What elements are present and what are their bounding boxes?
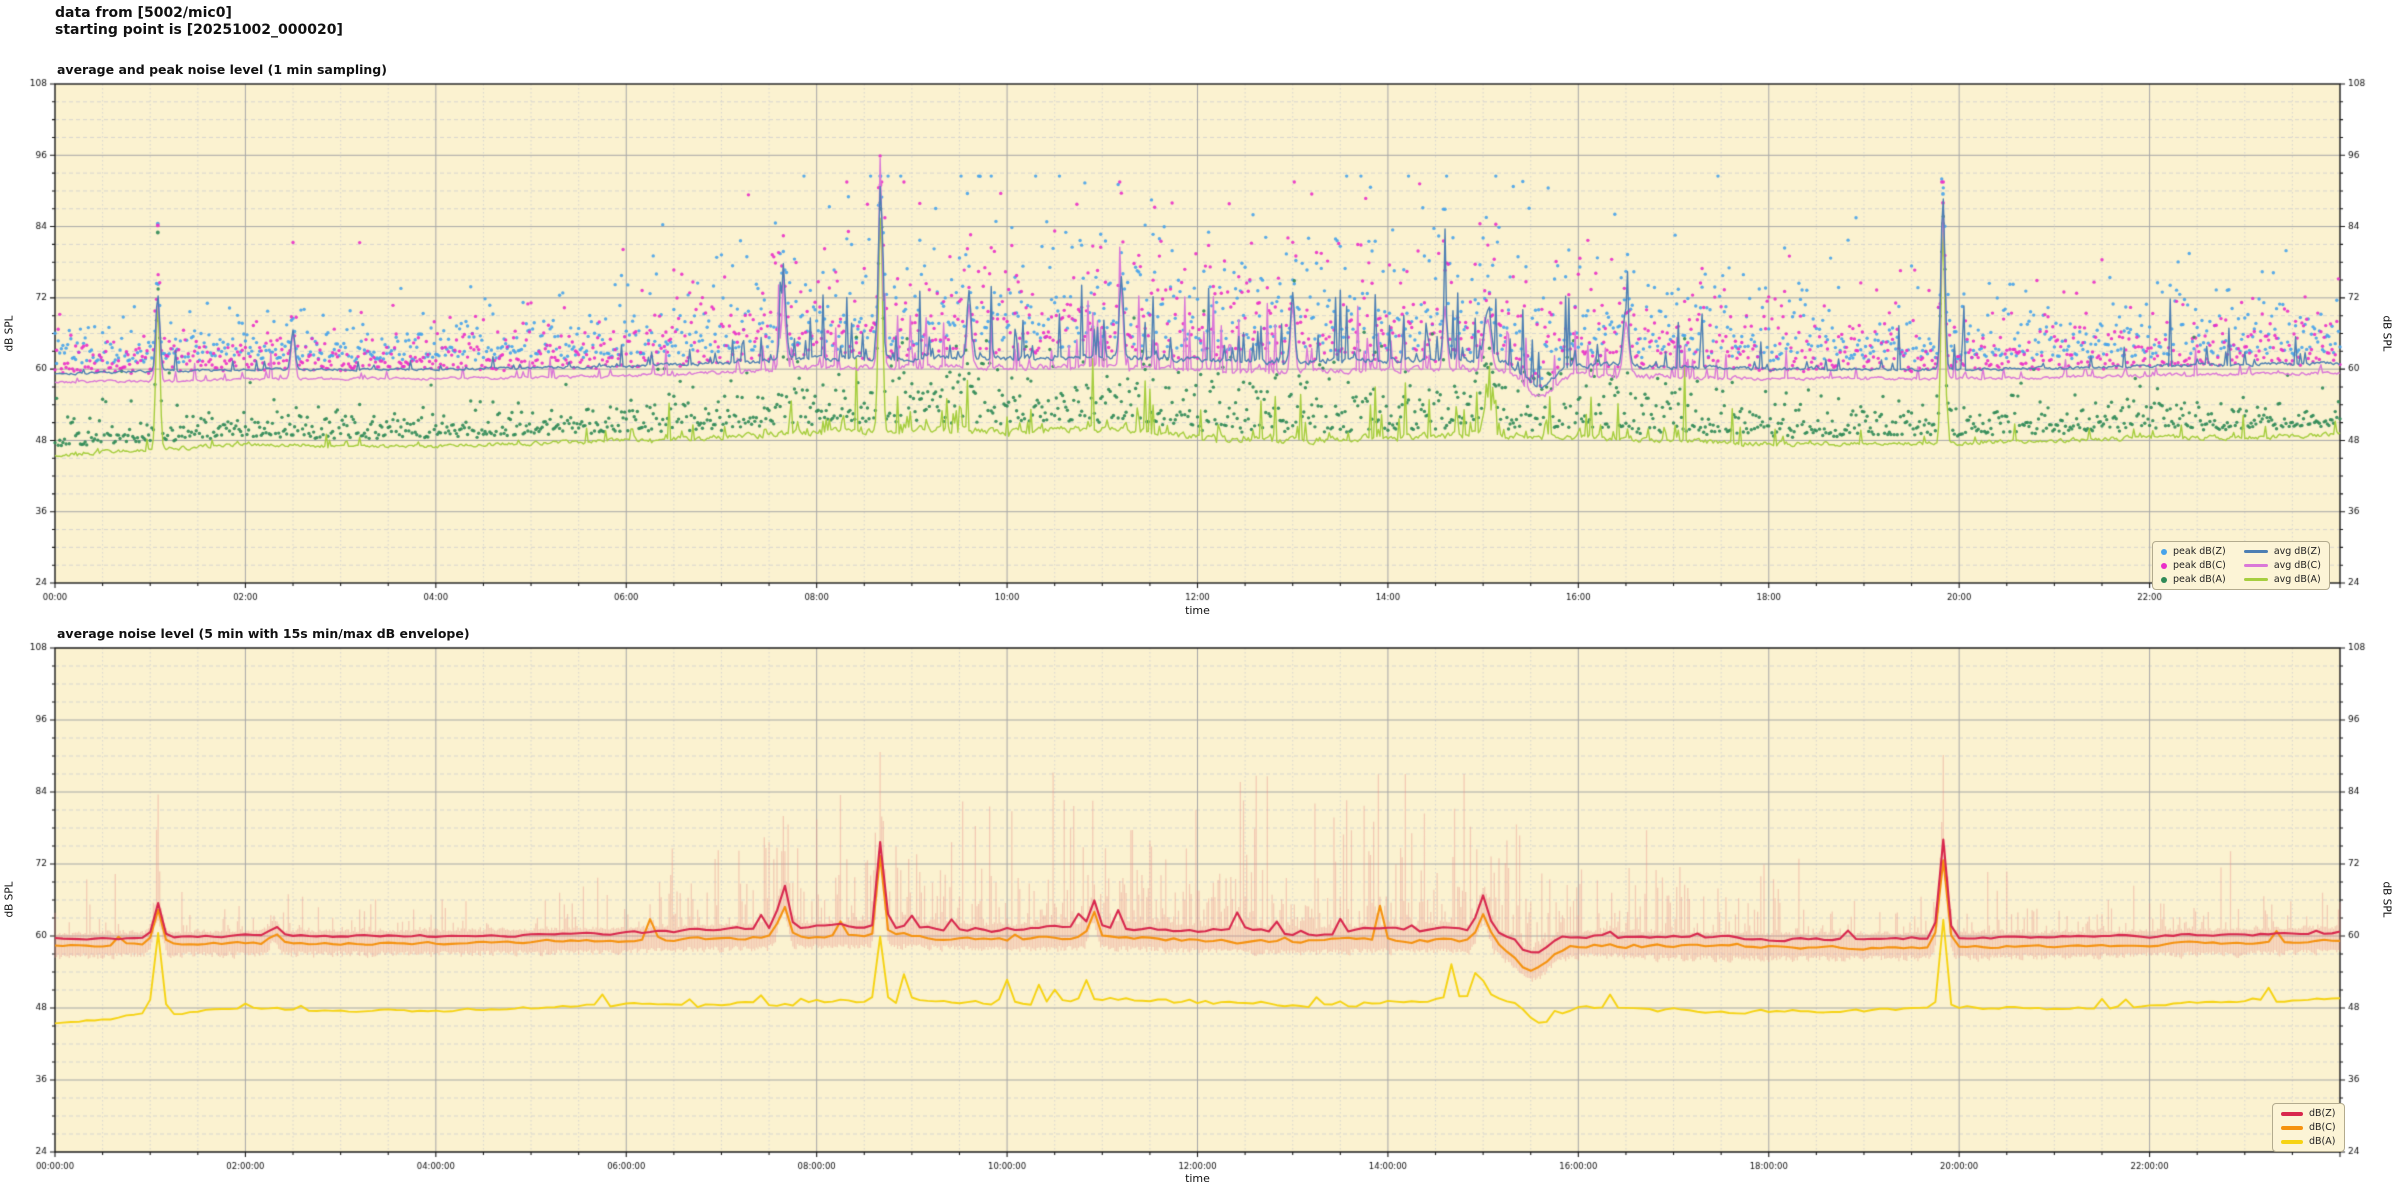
chart1-yaxis-label-right: dB SPL	[2380, 315, 2393, 352]
peak-dbz-marker-icon	[2161, 548, 2167, 555]
chart2-yaxis-label-left: dB SPL	[3, 881, 16, 918]
avg-dbz-line-icon	[2243, 549, 2268, 554]
legend-label: peak dB(C)	[2173, 560, 2226, 571]
legend-item-avg-dbc: avg dB(C)	[2243, 559, 2321, 572]
legend-label: dB(A)	[2309, 1136, 2336, 1147]
legend-item-avg-dba: avg dB(A)	[2243, 573, 2321, 586]
avg-dba-line-icon	[2243, 577, 2268, 582]
legend-item-peak-dba: peak dB(A)	[2161, 573, 2226, 586]
legend-item-dbz: dB(Z)	[2281, 1107, 2336, 1120]
chart1-xaxis-label: time	[1185, 604, 1210, 617]
legend-item-dbc: dB(C)	[2281, 1121, 2336, 1134]
header-start-point: starting point is [20251002_000020]	[55, 22, 343, 38]
peak-dbc-marker-icon	[2161, 562, 2167, 569]
chart2-yaxis-label-right: dB SPL	[2380, 881, 2393, 918]
chart2-xaxis-label: time	[1185, 1172, 1210, 1185]
chart1-title: average and peak noise level (1 min samp…	[57, 62, 387, 77]
chart1-yaxis-label-left: dB SPL	[3, 315, 16, 352]
legend-item-avg-dbz: avg dB(Z)	[2243, 545, 2321, 558]
legend-label: peak dB(A)	[2173, 574, 2226, 585]
legend-item-peak-dbc: peak dB(C)	[2161, 559, 2226, 572]
legend-label: avg dB(C)	[2273, 560, 2321, 571]
dbz-line-icon	[2281, 1111, 2303, 1116]
peak-dba-marker-icon	[2161, 576, 2167, 583]
legend-label: avg dB(Z)	[2273, 546, 2321, 557]
legend-label: dB(C)	[2309, 1122, 2336, 1133]
chart2-legend: dB(Z) dB(C) dB(A)	[2272, 1103, 2345, 1152]
legend-label: avg dB(A)	[2273, 574, 2321, 585]
legend-item-peak-dbz: peak dB(Z)	[2161, 545, 2226, 558]
header-source: data from [5002/mic0]	[55, 5, 232, 21]
legend-label: peak dB(Z)	[2173, 546, 2226, 557]
chart1-legend: peak dB(Z) avg dB(Z) peak dB(C) avg dB(C…	[2152, 541, 2330, 590]
dbc-line-icon	[2281, 1125, 2303, 1130]
legend-item-dba: dB(A)	[2281, 1135, 2336, 1148]
chart2-title: average noise level (5 min with 15s min/…	[57, 626, 470, 641]
dba-line-icon	[2281, 1139, 2303, 1144]
legend-label: dB(Z)	[2309, 1108, 2336, 1119]
avg-dbc-line-icon	[2243, 563, 2268, 568]
